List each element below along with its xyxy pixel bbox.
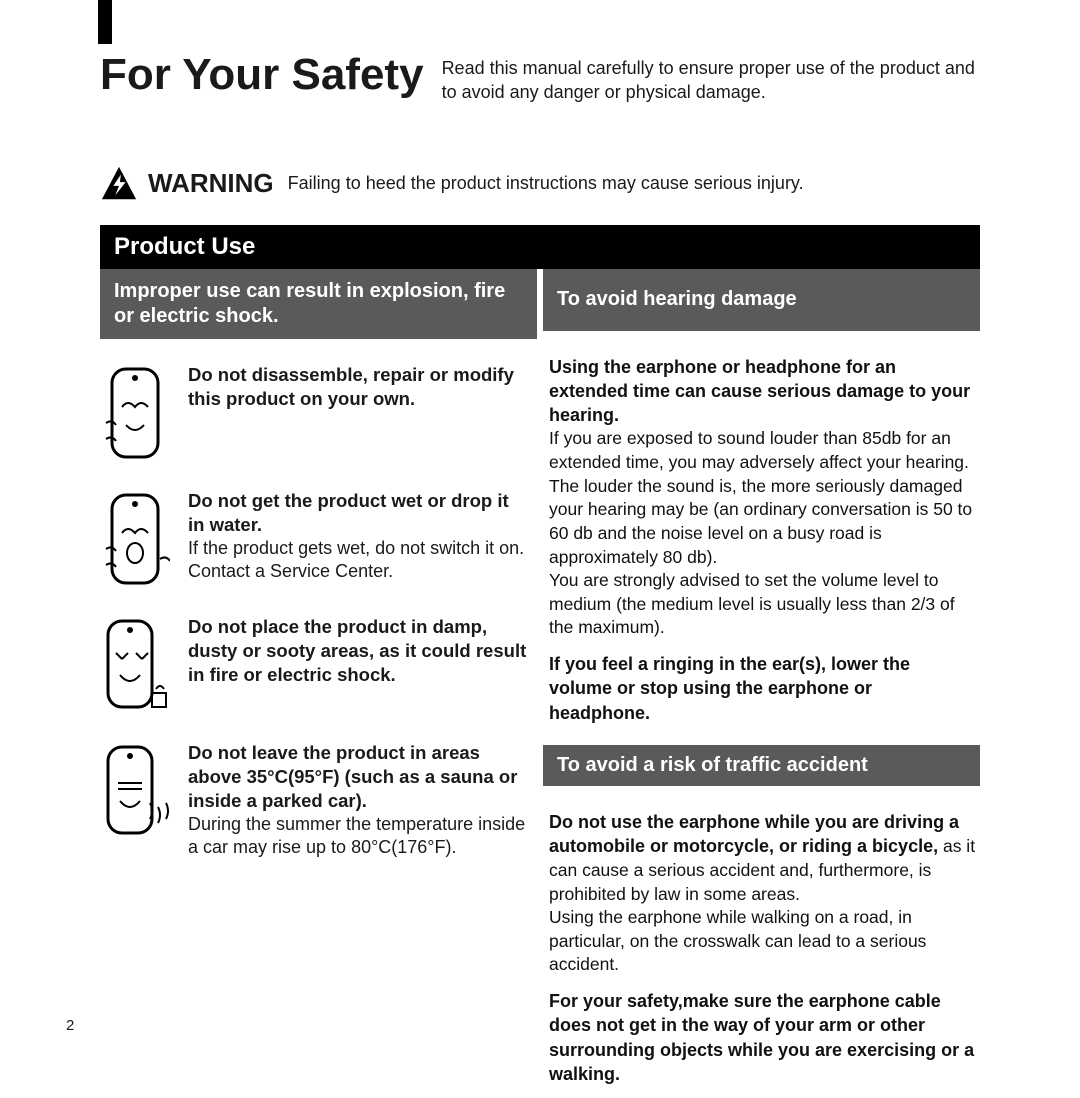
- safety-item: Do not get the product wet or drop it in…: [100, 489, 527, 589]
- page-number: 2: [66, 1017, 74, 1034]
- columns: Improper use can result in explosion, fi…: [100, 269, 980, 1098]
- page-title: For Your Safety: [100, 50, 424, 100]
- paragraph: If you feel a ringing in the ear(s), low…: [549, 652, 976, 725]
- item-text: Do not place the product in damp, dusty …: [188, 615, 527, 687]
- body-text: Using the earphone while walking on a ro…: [549, 907, 926, 974]
- safety-item: Do not leave the product in areas above …: [100, 741, 527, 860]
- bold-text: For your safety,make sure the earphone c…: [549, 991, 974, 1084]
- page-subtitle: Read this manual carefully to ensure pro…: [442, 50, 980, 105]
- left-column: Improper use can result in explosion, fi…: [100, 269, 537, 1098]
- device-dust-icon: [100, 615, 170, 715]
- device-heat-icon: [100, 741, 170, 841]
- item-bold: Do not get the product wet or drop it in…: [188, 489, 527, 537]
- body-text: If you are exposed to sound louder than …: [549, 428, 972, 637]
- header-accent-bar: [98, 0, 112, 44]
- item-body: If the product gets wet, do not switch i…: [188, 537, 527, 584]
- warning-row: WARNING Failing to heed the product inst…: [100, 165, 980, 203]
- left-heading: Improper use can result in explosion, fi…: [100, 269, 537, 339]
- safety-item: Do not place the product in damp, dusty …: [100, 615, 527, 715]
- warning-text: Failing to heed the product instructions…: [288, 173, 804, 194]
- item-body: During the summer the temperature inside…: [188, 813, 527, 860]
- warning-bolt-icon: [100, 165, 138, 203]
- item-text: Do not get the product wet or drop it in…: [188, 489, 527, 584]
- paragraph: For your safety,make sure the earphone c…: [549, 989, 976, 1086]
- right-column: To avoid hearing damage Using the earpho…: [543, 269, 980, 1098]
- paragraph: Do not use the earphone while you are dr…: [549, 810, 976, 977]
- section-title: Product Use: [100, 225, 980, 269]
- device-disassemble-icon: [100, 363, 170, 463]
- left-items: Do not disassemble, repair or modify thi…: [100, 339, 537, 860]
- bold-text: Using the earphone or headphone for an e…: [549, 357, 970, 426]
- item-text: Do not leave the product in areas above …: [188, 741, 527, 860]
- item-bold: Do not disassemble, repair or modify thi…: [188, 363, 527, 411]
- right-heading-a: To avoid hearing damage: [543, 269, 980, 331]
- item-bold: Do not place the product in damp, dusty …: [188, 615, 527, 687]
- paragraph: Using the earphone or headphone for an e…: [549, 355, 976, 641]
- warning-label: WARNING: [148, 168, 274, 199]
- bold-text: Do not use the earphone while you are dr…: [549, 812, 959, 856]
- device-wet-icon: [100, 489, 170, 589]
- hearing-block: Using the earphone or headphone for an e…: [543, 331, 980, 725]
- bold-text: If you feel a ringing in the ear(s), low…: [549, 654, 910, 723]
- header: For Your Safety Read this manual careful…: [100, 50, 980, 105]
- right-heading-b: To avoid a risk of traffic accident: [543, 745, 980, 786]
- item-text: Do not disassemble, repair or modify thi…: [188, 363, 527, 411]
- safety-item: Do not disassemble, repair or modify thi…: [100, 363, 527, 463]
- traffic-block: Do not use the earphone while you are dr…: [543, 786, 980, 1086]
- item-bold: Do not leave the product in areas above …: [188, 741, 527, 813]
